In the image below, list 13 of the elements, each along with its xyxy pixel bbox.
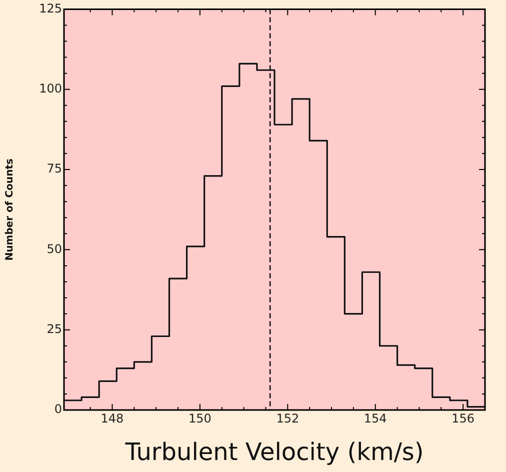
- x-tick-label: 156: [452, 411, 475, 426]
- x-tick-label: 150: [188, 411, 212, 426]
- x-tick-label: 148: [100, 411, 124, 426]
- y-axis-title: Number of Counts: [4, 158, 16, 261]
- y-tick-label: 125: [39, 1, 62, 16]
- y-tick-label: 75: [46, 162, 62, 176]
- y-tick-label: 25: [46, 322, 62, 336]
- y-tick-label: 50: [46, 242, 62, 256]
- y-tick-label: 100: [39, 81, 62, 96]
- y-tick-label: 0: [54, 402, 62, 416]
- x-tick-label: 154: [364, 411, 387, 426]
- x-tick-label: 152: [276, 411, 300, 426]
- x-axis-title: Turbulent Velocity (km/s): [124, 438, 424, 466]
